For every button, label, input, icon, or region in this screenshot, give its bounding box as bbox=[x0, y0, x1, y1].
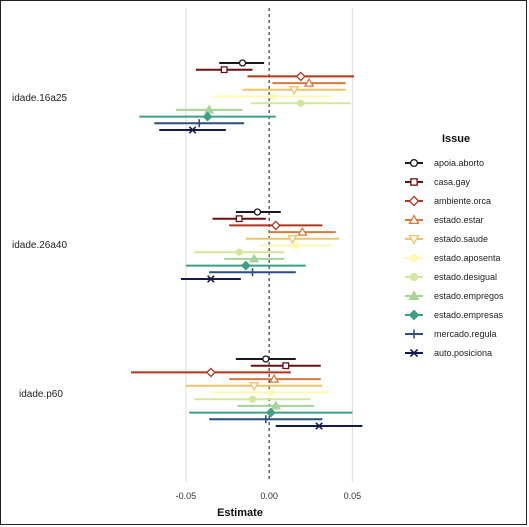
estimate-point bbox=[195, 119, 204, 128]
legend-key-marker bbox=[409, 329, 419, 339]
legend-label: estado.empregos bbox=[434, 291, 504, 301]
series-ambiente-orca bbox=[130, 71, 355, 378]
y-group-label: idade.p60 bbox=[19, 389, 63, 400]
series-estado-estar bbox=[229, 77, 346, 383]
estimate-point bbox=[267, 388, 275, 397]
estimate-point bbox=[269, 373, 280, 383]
estimate-point bbox=[238, 59, 247, 67]
legend-item-auto-posiciona: auto.posiciona bbox=[405, 348, 492, 358]
estimate-point bbox=[315, 422, 323, 430]
estimate-point bbox=[220, 66, 228, 74]
estimate-point bbox=[202, 111, 213, 122]
estimate-point bbox=[261, 415, 270, 424]
y-group-label: idade.26a40 bbox=[12, 240, 67, 251]
series-apoia-aborto bbox=[219, 59, 296, 363]
estimate-point bbox=[204, 104, 215, 114]
series-auto-posiciona bbox=[159, 126, 363, 430]
legend-item-estado-aposenta: estado.aposenta bbox=[405, 253, 501, 263]
estimate-point bbox=[295, 71, 306, 82]
legend-key-marker bbox=[408, 195, 420, 207]
legend-key-marker bbox=[408, 309, 420, 321]
estimate-point bbox=[265, 407, 276, 418]
estimate-point bbox=[282, 362, 290, 370]
estimate-point bbox=[248, 395, 257, 403]
legend: Issue apoia.aborto casa.gay ambiente.orca e… bbox=[405, 133, 504, 358]
estimate-point bbox=[297, 99, 305, 107]
estimate-point bbox=[303, 77, 315, 87]
x-tick-label: 0.05 bbox=[344, 491, 362, 501]
series-estado-saude bbox=[185, 86, 346, 392]
estimate-point bbox=[249, 253, 260, 263]
estimate-point bbox=[205, 367, 216, 378]
series-estado-empregos bbox=[175, 104, 315, 410]
legend-label: auto.posiciona bbox=[434, 348, 492, 358]
x-tick-label: -0.05 bbox=[176, 491, 197, 501]
series-estado-empresas bbox=[139, 111, 353, 418]
legend-label: estado.saude bbox=[434, 234, 488, 244]
y-axis: idade.16a25 idade.26a40 idade.p60 bbox=[12, 93, 67, 400]
legend-item-estado-empresas: estado.empresas bbox=[405, 309, 504, 321]
legend-item-estado-saude: estado.saude bbox=[405, 234, 488, 245]
legend-label: estado.desigual bbox=[434, 272, 497, 282]
estimate-point bbox=[262, 355, 270, 363]
legend-key-marker bbox=[409, 158, 419, 168]
legend-label: mercado.regula bbox=[434, 329, 497, 339]
legend-label: ambiente.orca bbox=[434, 196, 491, 206]
x-tick-label: 0.00 bbox=[260, 491, 278, 501]
legend-key-marker bbox=[408, 234, 420, 245]
estimate-point bbox=[240, 260, 251, 271]
legend-key-marker bbox=[408, 290, 420, 301]
x-axis: -0.05 0.00 0.05 bbox=[176, 491, 361, 501]
series-estado-aposenta bbox=[212, 92, 333, 397]
legend-label: estado.estar bbox=[434, 215, 484, 225]
series-casa-gay bbox=[195, 66, 321, 370]
legend-item-ambiente-orca: ambiente.orca bbox=[405, 195, 491, 207]
estimate-point bbox=[253, 208, 262, 216]
series-estado-desigual bbox=[194, 99, 351, 403]
legend-key-marker bbox=[410, 178, 418, 186]
legend-label: apoia.aborto bbox=[434, 158, 484, 168]
y-group-label: idade.16a25 bbox=[12, 93, 67, 104]
series-layer bbox=[130, 59, 363, 430]
estimate-point bbox=[292, 241, 300, 250]
legend-item-estado-desigual: estado.desigual bbox=[405, 272, 497, 282]
legend-item-estado-estar: estado.estar bbox=[405, 214, 484, 225]
legend-item-mercado-regula: mercado.regula bbox=[405, 329, 497, 339]
legend-label: estado.empresas bbox=[434, 310, 504, 320]
estimate-point bbox=[288, 86, 300, 96]
grid-layer bbox=[185, 8, 353, 482]
estimate-point bbox=[207, 275, 215, 283]
legend-key-marker bbox=[409, 253, 419, 263]
legend-label: estado.aposenta bbox=[434, 253, 501, 263]
estimate-point bbox=[270, 400, 281, 410]
estimate-point bbox=[248, 268, 257, 277]
legend-key-marker bbox=[409, 348, 419, 358]
estimate-point bbox=[287, 235, 298, 245]
estimate-point bbox=[268, 92, 277, 101]
estimate-point bbox=[270, 220, 281, 231]
legend-key-marker bbox=[408, 214, 420, 225]
estimate-point bbox=[249, 382, 260, 392]
legend-item-apoia-aborto: apoia.aborto bbox=[405, 158, 484, 168]
estimate-point bbox=[235, 215, 243, 223]
legend-item-estado-empregos: estado.empregos bbox=[405, 290, 504, 301]
x-axis-title: Estimate bbox=[217, 507, 263, 519]
series-mercado-regula bbox=[154, 119, 323, 424]
legend-key-marker bbox=[409, 272, 419, 282]
estimate-point bbox=[297, 226, 308, 236]
estimate-point bbox=[188, 126, 197, 134]
legend-item-casa-gay: casa.gay bbox=[405, 177, 471, 187]
estimate-point bbox=[235, 248, 243, 256]
legend-title: Issue bbox=[442, 133, 470, 145]
legend-label: casa.gay bbox=[434, 177, 471, 187]
